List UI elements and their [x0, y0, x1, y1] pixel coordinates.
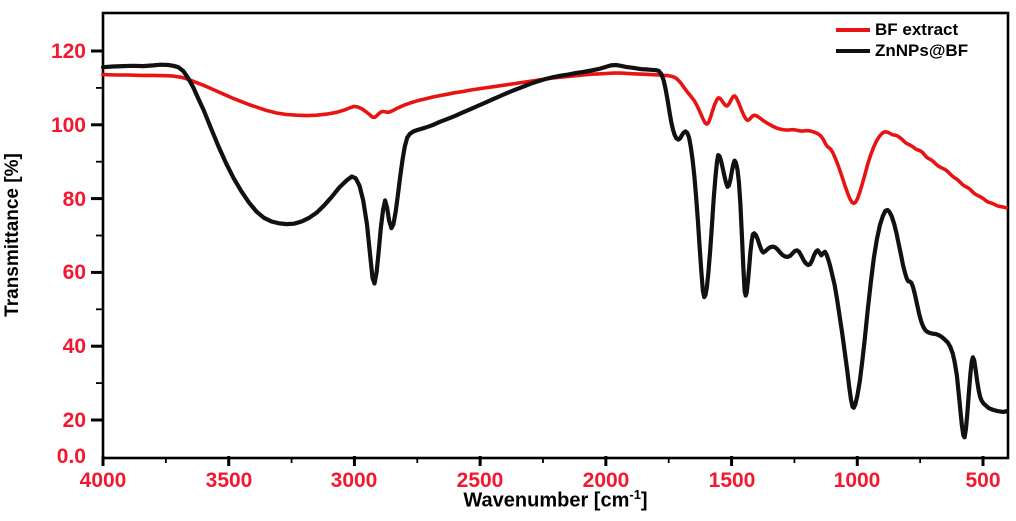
- x-axis-title-bracket: ]: [640, 489, 648, 512]
- x-tick-label: 1500: [708, 469, 756, 492]
- x-tick-label: 3000: [330, 469, 378, 492]
- x-tick-label: 3500: [205, 469, 253, 492]
- x-axis-title-text: Wavenumber [cm: [463, 489, 630, 512]
- legend-item-bf-extract: BF extract: [836, 19, 968, 40]
- y-tick-label: 20: [62, 409, 86, 432]
- legend-item-znnps-bf: ZnNPs@BF: [836, 40, 968, 61]
- y-tick-label: 0.0: [56, 445, 86, 468]
- legend-label: ZnNPs@BF: [875, 40, 969, 60]
- x-axis-title: Wavenumber [cm-1]: [103, 487, 1008, 513]
- legend: BF extract ZnNPs@BF: [836, 19, 968, 61]
- legend-line-black: [836, 48, 870, 53]
- x-tick-label: 1000: [833, 469, 881, 492]
- y-tick-label: 40: [62, 335, 86, 358]
- x-tick-label: 500: [965, 469, 1001, 492]
- y-axis-title: Transmittance [%]: [2, 153, 23, 317]
- x-tick-label: 2000: [582, 469, 630, 492]
- legend-label: BF extract: [875, 19, 959, 39]
- y-tick-label: 60: [62, 261, 86, 284]
- y-tick-label: 120: [50, 40, 86, 63]
- y-tick-label: 80: [62, 188, 86, 211]
- x-tick-label: 2500: [456, 469, 504, 492]
- x-tick-label: 4000: [79, 469, 127, 492]
- y-tick-label: 100: [50, 114, 86, 137]
- legend-line-red: [836, 27, 870, 32]
- x-axis-title-superscript: -1: [629, 487, 641, 502]
